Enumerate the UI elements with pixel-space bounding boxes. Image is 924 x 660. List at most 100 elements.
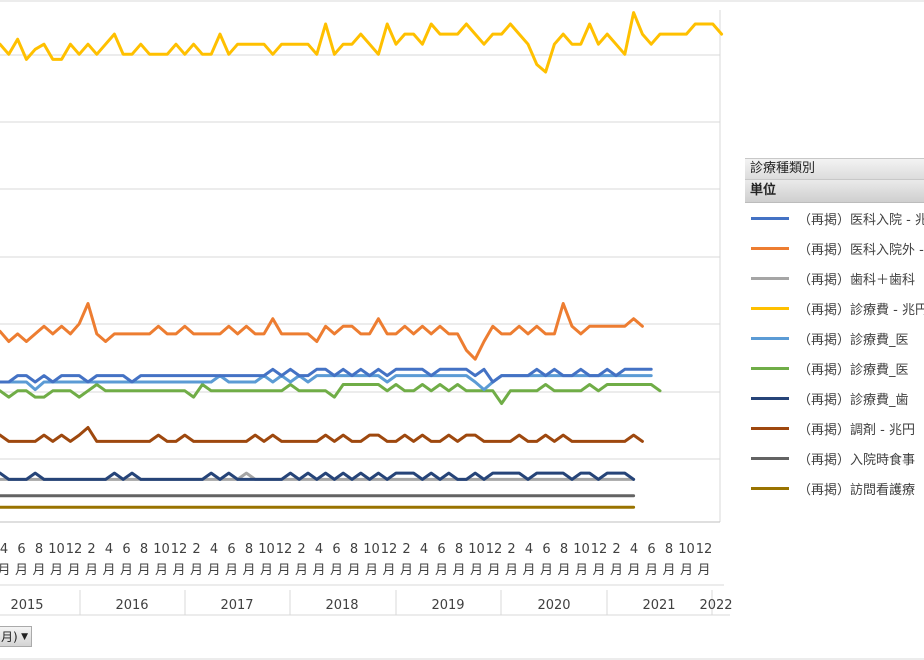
series-line bbox=[0, 374, 653, 392]
legend-label: （再掲）調剤 - 兆円 bbox=[798, 422, 915, 438]
legend-label: （再掲）診療費_医 bbox=[798, 332, 909, 348]
x-tick-unit: 月 bbox=[120, 563, 133, 578]
series-line bbox=[0, 471, 636, 481]
x-tick-label: 6 bbox=[122, 542, 130, 557]
x-tick-unit: 月 bbox=[330, 563, 343, 578]
x-tick-unit: 月 bbox=[67, 563, 80, 578]
x-tick-unit: 月 bbox=[417, 563, 430, 578]
x-tick-label: 12 bbox=[171, 542, 188, 557]
x-tick-unit: 月 bbox=[680, 563, 693, 578]
legend-label: （再掲）歯科＋歯科 bbox=[798, 272, 916, 288]
x-tick-label: 10 bbox=[573, 542, 590, 557]
x-tick-unit: 月 bbox=[365, 563, 378, 578]
legend-label: （再掲）医科入院 - 兆円 bbox=[798, 212, 924, 228]
x-tick-unit: 月 bbox=[137, 563, 150, 578]
x-tick-unit: 月 bbox=[260, 563, 273, 578]
x-tick-unit: 月 bbox=[15, 563, 28, 578]
legend-item[interactable]: （再掲）入院時食事 bbox=[745, 443, 924, 473]
chevron-down-icon: ▼ bbox=[21, 632, 28, 642]
x-tick-label: 4 bbox=[420, 542, 428, 557]
x-tick-unit: 月 bbox=[557, 563, 570, 578]
x-year-label: 2018 bbox=[325, 598, 358, 613]
x-tick-unit: 月 bbox=[435, 563, 448, 578]
x-tick-unit: 月 bbox=[470, 563, 483, 578]
x-tick-label: 8 bbox=[455, 542, 463, 557]
x-tick-label: 10 bbox=[678, 542, 695, 557]
x-tick-label: 2 bbox=[507, 542, 515, 557]
x-tick-label: 4 bbox=[525, 542, 533, 557]
x-tick-label: 12 bbox=[276, 542, 293, 557]
legend-item[interactable]: （再掲）診療費_歯 bbox=[745, 383, 924, 413]
x-year-label: 2016 bbox=[115, 598, 148, 613]
legend-item[interactable]: （再掲）医科入院 - 兆円 bbox=[745, 203, 924, 233]
x-tick-unit: 月 bbox=[452, 563, 465, 578]
legend-subheader[interactable]: 単位 bbox=[745, 180, 924, 203]
series-line bbox=[0, 11, 724, 74]
x-tick-label: 6 bbox=[542, 542, 550, 557]
x-tick-label: 8 bbox=[665, 542, 673, 557]
x-tick-label: 2 bbox=[297, 542, 305, 557]
x-tick-label: 12 bbox=[486, 542, 503, 557]
x-tick-label: 12 bbox=[591, 542, 608, 557]
x-tick-unit: 月 bbox=[610, 563, 623, 578]
legend-item[interactable]: （再掲）歯科＋歯科 bbox=[745, 263, 924, 293]
x-tick-unit: 月 bbox=[32, 563, 45, 578]
x-tick-label: 2 bbox=[402, 542, 410, 557]
legend-item[interactable]: （再掲）診療費_医 bbox=[745, 353, 924, 383]
x-year-label: 2022 bbox=[699, 598, 732, 613]
series-line bbox=[0, 426, 644, 443]
x-tick-unit: 月 bbox=[540, 563, 553, 578]
legend-list: （再掲）医科入院 - 兆円 （再掲）医科入院外 - 兆円 （再掲）歯科＋歯科 （… bbox=[745, 203, 924, 503]
legend-label: （再掲）診療費_医 bbox=[798, 362, 909, 378]
legend-swatch bbox=[751, 336, 789, 340]
x-tick-label: 4 bbox=[630, 542, 638, 557]
x-tick-unit: 月 bbox=[487, 563, 500, 578]
x-tick-unit: 月 bbox=[225, 563, 238, 578]
x-tick-unit: 月 bbox=[0, 563, 11, 578]
x-tick-label: 6 bbox=[647, 542, 655, 557]
series-line bbox=[0, 302, 644, 361]
x-tick-unit: 月 bbox=[102, 563, 115, 578]
legend-item[interactable]: （再掲）診療費_医 bbox=[745, 323, 924, 353]
x-tick-unit: 月 bbox=[505, 563, 518, 578]
x-tick-label: 8 bbox=[560, 542, 568, 557]
x-tick-label: 12 bbox=[381, 542, 398, 557]
x-tick-label: 4 bbox=[105, 542, 113, 557]
x-tick-label: 10 bbox=[48, 542, 65, 557]
legend-swatch bbox=[751, 276, 789, 280]
x-tick-unit: 月 bbox=[190, 563, 203, 578]
legend: 診療種類別 単位 （再掲）医科入院 - 兆円 （再掲）医科入院外 - 兆円 （再… bbox=[745, 158, 924, 503]
legend-item[interactable]: （再掲）調剤 - 兆円 bbox=[745, 413, 924, 443]
legend-label: （再掲）入院時食事 bbox=[798, 452, 916, 468]
x-tick-label: 8 bbox=[245, 542, 253, 557]
legend-swatch bbox=[751, 216, 789, 220]
x-tick-label: 8 bbox=[35, 542, 43, 557]
legend-item[interactable]: （再掲）医科入院外 - 兆円 bbox=[745, 233, 924, 263]
x-year-label: 2020 bbox=[537, 598, 570, 613]
x-tick-unit: 月 bbox=[697, 563, 710, 578]
x-tick-label: 6 bbox=[437, 542, 445, 557]
x-tick-unit: 月 bbox=[347, 563, 360, 578]
x-year-label: 2015 bbox=[10, 598, 43, 613]
x-tick-unit: 月 bbox=[575, 563, 588, 578]
x-tick-unit: 月 bbox=[592, 563, 605, 578]
legend-swatch bbox=[751, 396, 789, 400]
x-tick-label: 8 bbox=[350, 542, 358, 557]
legend-item[interactable]: （再掲）診療費 - 兆円 bbox=[745, 293, 924, 323]
x-year-label: 2021 bbox=[642, 598, 675, 613]
x-tick-unit: 月 bbox=[50, 563, 63, 578]
x-tick-unit: 月 bbox=[627, 563, 640, 578]
x-tick-label: 10 bbox=[363, 542, 380, 557]
x-tick-label: 2 bbox=[87, 542, 95, 557]
x-year-label: 2019 bbox=[431, 598, 464, 613]
x-tick-unit: 月 bbox=[242, 563, 255, 578]
legend-header[interactable]: 診療種類別 bbox=[745, 158, 924, 180]
series-line bbox=[0, 367, 653, 384]
x-tick-label: 6 bbox=[332, 542, 340, 557]
axis-field-dropdown[interactable]: 月) ▼ bbox=[0, 626, 32, 647]
x-tick-unit: 月 bbox=[295, 563, 308, 578]
legend-item[interactable]: （再掲）訪問看護療 bbox=[745, 473, 924, 503]
x-tick-label: 2 bbox=[612, 542, 620, 557]
legend-label: （再掲）診療費_歯 bbox=[798, 392, 909, 408]
